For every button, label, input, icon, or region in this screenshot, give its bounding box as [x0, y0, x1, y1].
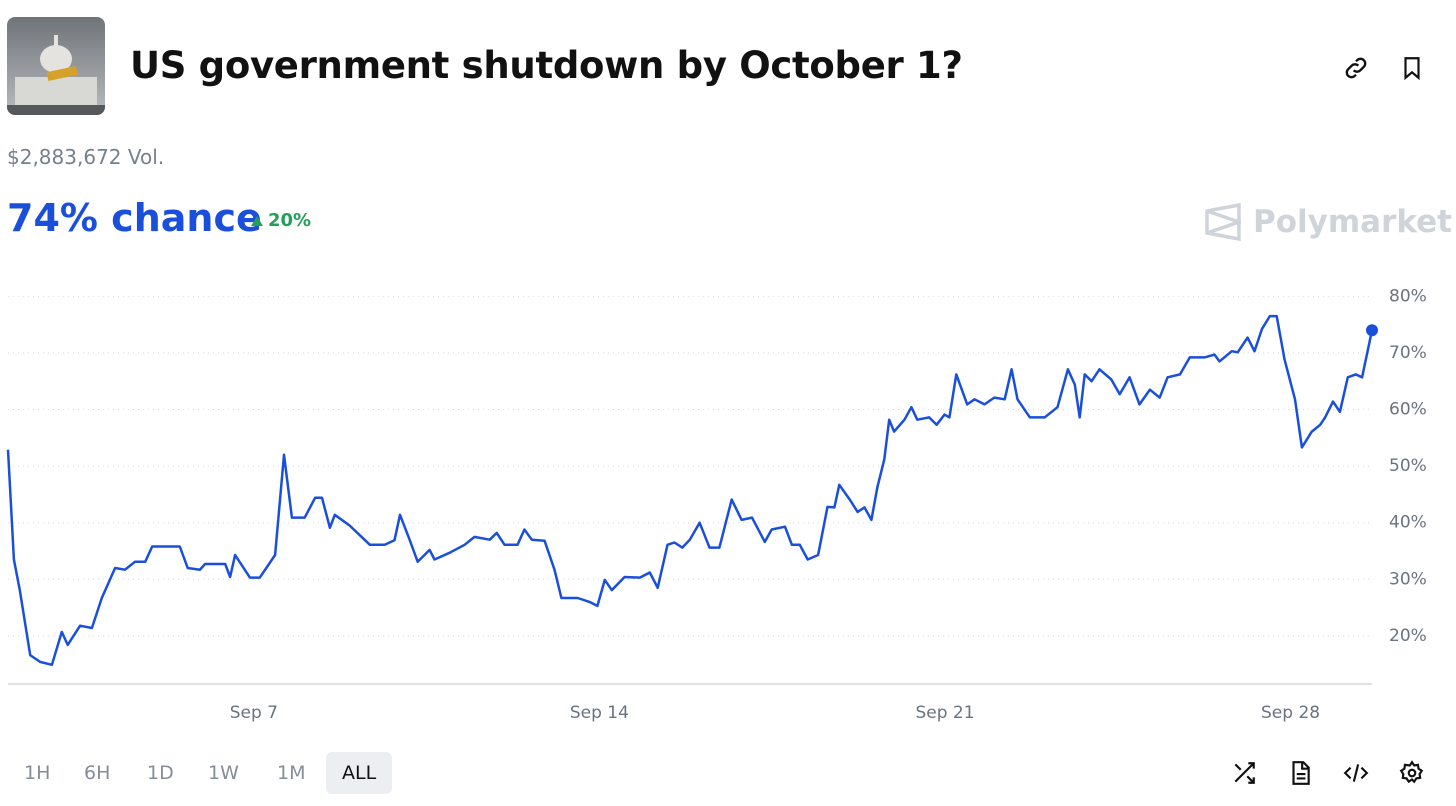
time-range-button[interactable]: ALL — [326, 752, 393, 794]
current-point — [1366, 324, 1378, 337]
volume: $2,883,672 Vol. — [7, 145, 165, 169]
x-tick-label: Sep 21 — [915, 703, 974, 723]
time-range-button[interactable]: 6H — [84, 762, 111, 784]
up-arrow — [251, 215, 263, 226]
y-tick-label: 30% — [1389, 569, 1427, 589]
time-range-button[interactable]: 1H — [24, 762, 51, 784]
time-range-button[interactable]: 1W — [208, 762, 239, 784]
time-range-button[interactable]: 1M — [277, 762, 306, 784]
y-tick-label: 50% — [1389, 456, 1427, 476]
embed-icon[interactable] — [1342, 760, 1370, 786]
y-tick-label: 80% — [1389, 286, 1427, 306]
market-title: US government shutdown by October 1? — [130, 44, 963, 87]
price-line — [6, 314, 1374, 667]
copy-link-icon[interactable] — [1342, 54, 1370, 82]
y-tick-label: 40% — [1389, 513, 1427, 533]
y-tick-label: 60% — [1389, 400, 1427, 420]
chance: 74% chance — [7, 196, 262, 240]
y-tick-label: 20% — [1389, 626, 1427, 646]
change-value: 20% — [268, 210, 312, 231]
document-icon[interactable] — [1287, 760, 1313, 786]
market-thumbnail — [7, 17, 105, 115]
brand-logo: Polymarket — [1205, 203, 1452, 241]
time-range-button[interactable]: 1D — [147, 762, 174, 784]
bookmark-icon[interactable] — [1399, 54, 1425, 82]
change: 20% — [250, 210, 311, 231]
shuffle-icon[interactable] — [1231, 760, 1257, 786]
brand-name: Polymarket — [1253, 204, 1452, 240]
settings-icon[interactable] — [1399, 760, 1425, 786]
x-tick-label: Sep 7 — [230, 703, 278, 723]
brand-icon — [1205, 203, 1241, 241]
y-tick-label: 70% — [1389, 343, 1427, 363]
x-tick-label: Sep 14 — [570, 703, 629, 723]
x-tick-label: Sep 28 — [1261, 703, 1320, 723]
